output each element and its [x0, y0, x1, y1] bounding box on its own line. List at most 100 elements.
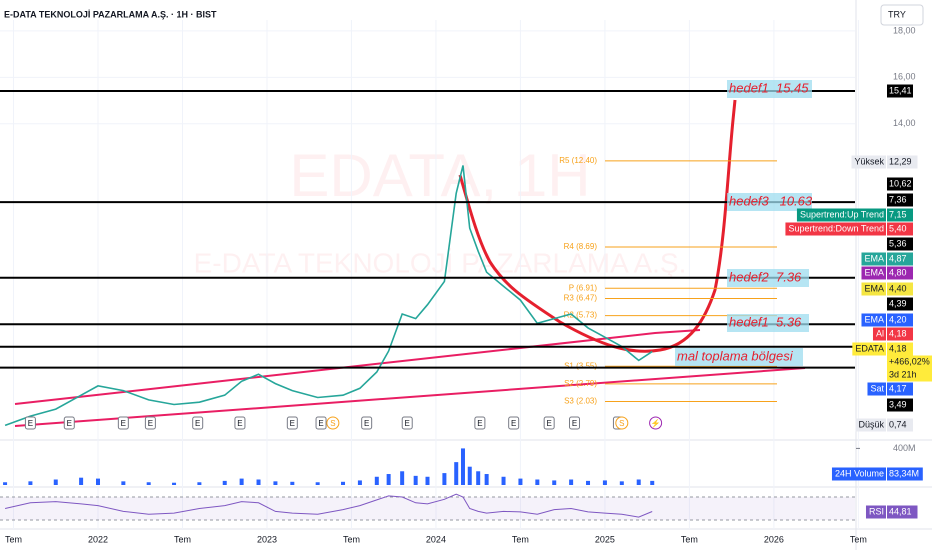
x-tick-label: 2023 [257, 534, 277, 544]
event-label: E [148, 419, 153, 428]
tag-name: Düşük [858, 419, 884, 429]
tag-value-bg [887, 467, 923, 481]
volume-bar [239, 478, 244, 485]
event-marker [234, 416, 246, 430]
volume-bar [413, 475, 418, 485]
pivot-label: R2 (5.73) [564, 311, 598, 320]
level-tag-bg [887, 84, 913, 98]
pivot-label: R4 (8.69) [564, 242, 598, 251]
level-tag-bg [887, 398, 913, 412]
volume-bar [315, 482, 320, 485]
tag-name: EDATA [855, 343, 884, 353]
tag-value-bg [887, 505, 918, 519]
tag-value-bg [887, 155, 918, 169]
volume-bar [501, 476, 506, 485]
tag-name-bg [861, 252, 886, 266]
event-label: S [619, 419, 624, 428]
volume-bar [341, 481, 346, 485]
volume-bar [442, 473, 447, 485]
volume-bar [602, 480, 607, 485]
rsi-line [4, 493, 653, 518]
tag-value: 4,17 [889, 383, 907, 393]
tag-name: RSI [869, 506, 884, 516]
event-label: E [572, 419, 577, 428]
volume-bar [569, 479, 574, 485]
event-marker [615, 416, 629, 430]
tag-value: 0,74 [889, 419, 907, 429]
tag-value-bg [887, 208, 913, 222]
tag-value: 4,18 [889, 343, 907, 353]
event-marker [315, 416, 327, 430]
y-tick-label: 16,00 [893, 72, 916, 82]
level-tag: 7,36 [889, 194, 907, 204]
volume-bar [619, 481, 624, 485]
tag-value: 12,29 [889, 156, 912, 166]
volume-bar [79, 477, 84, 485]
volume-bar [484, 474, 489, 485]
event-marker [286, 416, 298, 430]
tag-value: 4,87 [889, 253, 907, 263]
tag-value: 5,40 [889, 223, 907, 233]
currency[interactable]: TRY [888, 9, 906, 19]
tag-name-bg [855, 418, 886, 432]
volume-bar [28, 481, 33, 485]
tag-name: 24H Volume [835, 468, 884, 478]
annotation: hedef1 5.36 [729, 314, 802, 329]
tag-name: Yüksek [854, 156, 884, 166]
level-tag: 3,49 [889, 399, 907, 409]
watermark-name: E-DATA TEKNOLOJİ PAZARLAMA A.Ş. [194, 247, 687, 278]
volume-bar [425, 476, 430, 485]
annotation: hedef3 10.63 [729, 193, 813, 208]
pivot-label: R3 (6.47) [564, 294, 598, 303]
annotation-bg [727, 193, 812, 211]
volume-bar [197, 482, 202, 485]
x-tick-label: Tem [681, 534, 698, 544]
tag-name-bg [861, 282, 886, 296]
tag-value: 4,80 [889, 267, 907, 277]
tag-value-bg [887, 252, 913, 266]
annotation-bg [675, 348, 803, 366]
price-line [4, 165, 653, 427]
volume-bar [552, 480, 557, 485]
currency-box[interactable] [880, 4, 924, 26]
event-marker [63, 416, 75, 430]
event-label: E [477, 419, 482, 428]
tag-extra: 3d 21h [889, 369, 917, 379]
annotation: hedef2 7.36 [729, 269, 802, 284]
volume-bar [172, 482, 177, 485]
volume-bar [476, 471, 481, 485]
volume-bar [290, 481, 295, 485]
pivot-label: P (6.91) [569, 283, 598, 292]
volume-bar [273, 481, 278, 485]
event-marker [474, 416, 486, 430]
volume-bar [256, 479, 261, 485]
tag-name: Al [876, 328, 884, 338]
pivot-label: S3 (2.03) [564, 397, 597, 406]
level-tag-bg [887, 297, 913, 311]
event-label: S [330, 419, 335, 428]
tag-name: EMA [864, 253, 884, 263]
level-tag-bg [887, 193, 913, 207]
trend-channel [14, 367, 806, 427]
volume-tick-label: 400M [893, 443, 916, 453]
event-marker [569, 416, 581, 430]
event-marker [361, 416, 373, 430]
volume-bar [3, 482, 8, 485]
event-label: E [318, 419, 323, 428]
x-tick-label: Tem [5, 534, 22, 544]
level-tag: 5,36 [889, 238, 907, 248]
tag-name-bg [861, 266, 886, 280]
volume-bar [96, 478, 101, 485]
tag-value-bg [887, 382, 913, 396]
tag-extra: +466,02% [889, 356, 930, 366]
volume-bar [586, 480, 591, 485]
tag-value: 44,81 [889, 506, 912, 516]
volume-bar [518, 478, 523, 485]
event-label: E [121, 419, 126, 428]
pivot-label: R5 (12.40) [559, 156, 597, 165]
y-tick-label: 14,00 [893, 118, 916, 128]
event-label: E [546, 419, 551, 428]
event-marker [508, 416, 520, 430]
event-marker [326, 416, 340, 430]
